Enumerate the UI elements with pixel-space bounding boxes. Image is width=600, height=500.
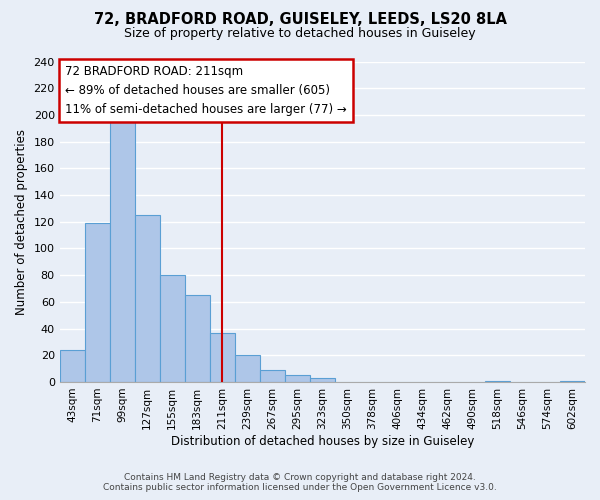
Bar xyxy=(235,356,260,382)
Text: Size of property relative to detached houses in Guiseley: Size of property relative to detached ho… xyxy=(124,28,476,40)
Text: 72, BRADFORD ROAD, GUISELEY, LEEDS, LS20 8LA: 72, BRADFORD ROAD, GUISELEY, LEEDS, LS20… xyxy=(94,12,506,28)
Bar xyxy=(260,370,285,382)
Bar xyxy=(185,295,210,382)
X-axis label: Distribution of detached houses by size in Guiseley: Distribution of detached houses by size … xyxy=(170,434,474,448)
Text: 72 BRADFORD ROAD: 211sqm
← 89% of detached houses are smaller (605)
11% of semi-: 72 BRADFORD ROAD: 211sqm ← 89% of detach… xyxy=(65,64,347,116)
Bar xyxy=(85,223,110,382)
Bar xyxy=(210,332,235,382)
Bar xyxy=(135,215,160,382)
Text: Contains HM Land Registry data © Crown copyright and database right 2024.
Contai: Contains HM Land Registry data © Crown c… xyxy=(103,473,497,492)
Bar xyxy=(160,275,185,382)
Bar xyxy=(110,119,135,382)
Bar xyxy=(560,380,585,382)
Bar xyxy=(310,378,335,382)
Bar xyxy=(285,376,310,382)
Bar xyxy=(59,350,85,382)
Bar xyxy=(485,380,510,382)
Y-axis label: Number of detached properties: Number of detached properties xyxy=(15,128,28,314)
